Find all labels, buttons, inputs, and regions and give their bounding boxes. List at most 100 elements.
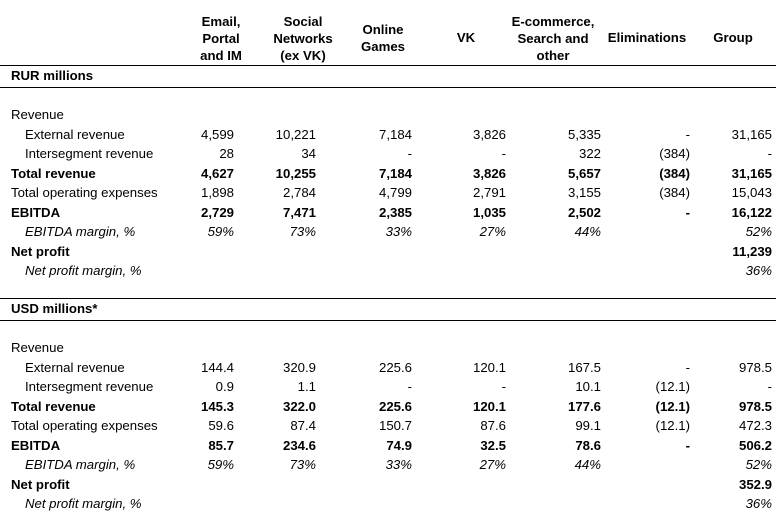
table-cell: 2,385 [378, 204, 412, 220]
table-cell: (12.1) [655, 379, 690, 394]
table-cell: - [685, 126, 690, 142]
table-cell: - [501, 379, 506, 394]
table-cell: 78.6 [575, 437, 601, 453]
table-cell: 320.9 [282, 359, 316, 375]
table-cell: 34 [301, 146, 316, 161]
table-cell: 2,729 [200, 204, 234, 220]
row-label: EBITDA margin, % [25, 224, 136, 239]
section-title-usd: USD millions* [0, 299, 782, 319]
table-cell: (384) [659, 185, 690, 200]
table-cell: 150.7 [378, 418, 412, 433]
table-cell: 472.3 [738, 418, 772, 433]
table-cell: 4,599 [200, 126, 234, 142]
row-label: EBITDA margin, % [25, 457, 136, 472]
table-cell: 87.4 [290, 418, 316, 433]
table-row: Net profit margin, % 36% [0, 494, 782, 514]
table-cell: 352.9 [738, 476, 772, 492]
group-label-row: Revenue [0, 105, 782, 125]
section-divider [0, 298, 776, 299]
table-cell: 10,255 [275, 165, 316, 181]
table-cell: 1.1 [297, 379, 316, 394]
table-cell: 59.6 [208, 418, 234, 433]
table-cell: 3,826 [472, 126, 506, 142]
table-cell: 1,035 [472, 204, 506, 220]
column-header-vk: VK [456, 30, 476, 45]
row-label: Intersegment revenue [25, 146, 154, 161]
row-label: EBITDA [11, 204, 61, 220]
table-cell: 7,471 [282, 204, 316, 220]
table-row: Net profit 11,239 [0, 242, 782, 262]
group-label: Revenue [11, 340, 64, 355]
table-cell: 28 [219, 146, 234, 161]
table-row: EBITDA 2,729 7,471 2,385 1,035 2,502 - 16,122 [0, 203, 782, 223]
table-cell: 36% [745, 263, 772, 278]
table-cell: 73% [289, 224, 316, 239]
table-cell: 32.5 [480, 437, 506, 453]
table-cell: 44% [574, 457, 601, 472]
table-cell: 120.1 [472, 398, 506, 414]
column-header-social-networks: Social Networks (ex VK) [273, 14, 333, 63]
table-cell: 978.5 [738, 398, 772, 414]
table-cell: (12.1) [655, 398, 690, 414]
row-label: Net profit margin, % [25, 496, 142, 511]
column-header-group: Group [713, 30, 753, 45]
table-row: Net profit 352.9 [0, 475, 782, 495]
table-cell: 225.6 [378, 359, 412, 375]
group-label: Revenue [11, 107, 64, 122]
table-cell: 52% [745, 457, 772, 472]
row-label: Net profit margin, % [25, 263, 142, 278]
table-row: Total revenue 4,627 10,255 7,184 3,826 5,657 (… [0, 164, 782, 184]
table-row: External revenue 144.4 320.9 225.6 120.1 167.… [0, 358, 782, 378]
table-cell: 4,627 [200, 165, 234, 181]
table-cell: 15,043 [731, 185, 772, 200]
table-row: Total operating expenses 1,898 2,784 4,799 2… [0, 183, 782, 203]
table-cell: 36% [745, 496, 772, 511]
table-cell: 87.6 [480, 418, 506, 433]
table-cell: 99.1 [575, 418, 601, 433]
table-row: Intersegment revenue 28 34 - - 322 (384) - [0, 144, 782, 164]
table-cell: 85.7 [208, 437, 234, 453]
table-cell: - [685, 437, 690, 453]
table-row: Total operating expenses 59.6 87.4 150.7 87.… [0, 416, 782, 436]
table-cell: 10,221 [275, 126, 316, 142]
table-cell: 5,335 [567, 126, 601, 142]
table-cell: 27% [479, 457, 506, 472]
table-cell: 11,239 [732, 243, 772, 259]
table-cell: 322 [578, 146, 601, 161]
group-label-row: Revenue [0, 338, 782, 358]
table-cell: 31,165 [731, 126, 772, 142]
row-label: EBITDA [11, 437, 61, 453]
section-divider [0, 87, 776, 88]
table-cell: - [685, 204, 690, 220]
table-row: External revenue 4,599 10,221 7,184 3,826 5,3… [0, 125, 782, 145]
row-label: External revenue [25, 359, 125, 375]
section-title-rur: RUR millions [0, 66, 782, 86]
table-row: EBITDA margin, % 59% 73% 33% 27% 44% 52% [0, 222, 782, 242]
table-header: Email, Portal and IM Social Networks (ex… [0, 0, 782, 64]
section-divider [0, 320, 776, 321]
column-header-online-games: Online Games [361, 22, 405, 54]
table-cell: 27% [479, 224, 506, 239]
table-cell: 3,826 [472, 165, 506, 181]
table-cell: - [407, 379, 412, 394]
table-cell: 59% [207, 224, 234, 239]
table-row: EBITDA margin, % 59% 73% 33% 27% 44% 52% [0, 455, 782, 475]
row-label: Total operating expenses [11, 185, 158, 200]
table-cell: - [767, 146, 772, 161]
table-row: EBITDA 85.7 234.6 74.9 32.5 78.6 - 506.2 [0, 436, 782, 456]
table-cell: 5,657 [567, 165, 601, 181]
table-cell: 167.5 [567, 359, 601, 375]
section-title-text: USD millions* [11, 301, 98, 316]
table-cell: 3,155 [567, 185, 601, 200]
row-label: External revenue [25, 126, 125, 142]
table-cell: 1,898 [200, 185, 234, 200]
table-cell: 52% [745, 224, 772, 239]
table-cell: 4,799 [378, 185, 412, 200]
table-cell: 73% [289, 457, 316, 472]
table-cell: - [685, 359, 690, 375]
table-cell: 120.1 [472, 359, 506, 375]
header-divider [0, 65, 776, 66]
column-header-eliminations: Eliminations [607, 30, 687, 45]
table-cell: 74.9 [386, 437, 412, 453]
